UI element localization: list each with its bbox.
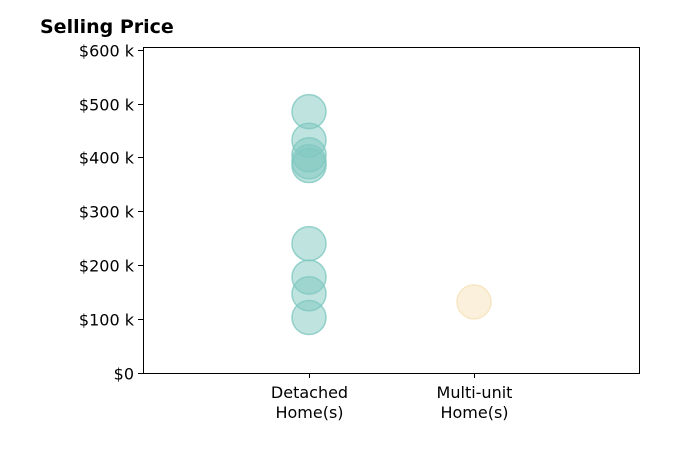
x-tick-label-line: Multi-unit (437, 383, 513, 402)
data-point (291, 299, 327, 336)
x-tick-label-line: Home(s) (440, 403, 508, 422)
y-tick-label: $0 (114, 365, 134, 384)
y-tick-label: $300 k (79, 203, 135, 222)
x-tick-label: Multi-unit Home(s) (437, 383, 513, 422)
y-tick-label: $200 k (79, 257, 135, 276)
x-tick-label: Detached Home(s) (271, 383, 348, 422)
y-axis: $0 $100 k $200 k $300 k $400 k $500 k $600 k (79, 42, 143, 384)
plot-frame (143, 47, 640, 374)
y-tick-label: $100 k (79, 311, 135, 330)
x-axis: Detached Home(s)Multi-unit Home(s) (271, 373, 513, 422)
x-tick-label-line: Home(s) (275, 403, 343, 422)
y-tick-label: $400 k (79, 149, 135, 168)
data-point (456, 284, 492, 320)
chart-title: Selling Price (40, 16, 174, 38)
data-point (291, 147, 327, 184)
x-tick-label-line: Detached (271, 383, 348, 402)
data-point (291, 225, 327, 262)
y-tick-label: $600 k (79, 42, 135, 61)
data-points (291, 93, 492, 336)
y-tick-label: $500 k (79, 96, 135, 115)
